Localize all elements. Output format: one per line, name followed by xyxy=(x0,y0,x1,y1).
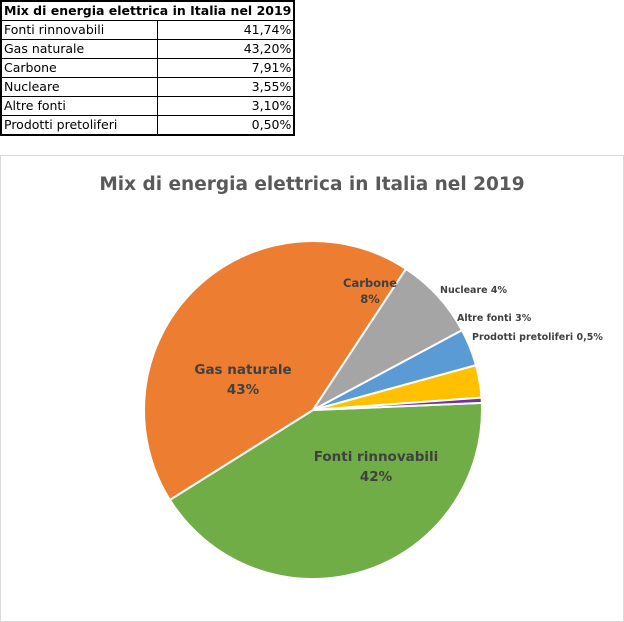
chart-title[interactable]: Mix di energia elettrica in Italia nel 2… xyxy=(99,174,525,195)
data-label-percent: 0,5% xyxy=(577,332,604,343)
data-label-name[interactable]: Carbone xyxy=(343,276,397,290)
chart-area[interactable]: Mix di energia elettrica in Italia nel 2… xyxy=(0,155,624,622)
table-cell-category[interactable]: Fonti rinnovabili xyxy=(0,20,159,40)
data-label-name: Altre fonti xyxy=(457,313,512,324)
data-label-name: Nucleare xyxy=(440,285,488,296)
table-cell-category[interactable]: Prodotti pretoliferi xyxy=(0,115,159,136)
table-cell-value[interactable]: 7,91% xyxy=(157,58,296,78)
data-label-percent: 4% xyxy=(491,285,508,296)
pie-slice[interactable] xyxy=(312,396,483,411)
table-cell-category[interactable]: Gas naturale xyxy=(0,39,159,59)
pie-slice[interactable] xyxy=(168,401,483,580)
table-row: Prodotti pretoliferi 0,50% xyxy=(0,115,296,136)
table-cell-value[interactable]: 0,50% xyxy=(157,115,296,136)
data-label[interactable]: Nucleare 4% xyxy=(440,285,508,296)
table-row: Nucleare 3,55% xyxy=(0,77,296,97)
table-row: Carbone 7,91% xyxy=(0,58,296,78)
table-cell-value[interactable]: 43,20% xyxy=(157,39,296,59)
table-cell-category[interactable]: Nucleare xyxy=(0,77,159,97)
table-title[interactable]: Mix di energia elettrica in Italia nel 2… xyxy=(0,0,296,21)
data-label-name[interactable]: Fonti rinnovabili xyxy=(314,449,439,465)
table-cell-value[interactable]: 3,55% xyxy=(157,77,296,97)
table-cell-value[interactable]: 3,10% xyxy=(157,96,296,116)
data-table: Mix di energia elettrica in Italia nel 2… xyxy=(0,0,296,136)
table-row: Fonti rinnovabili 41,74% xyxy=(0,20,296,40)
table-cell-category[interactable]: Altre fonti xyxy=(0,96,159,116)
table-row: Altre fonti 3,10% xyxy=(0,96,296,116)
data-label-name[interactable]: Gas naturale xyxy=(194,362,291,378)
data-label-name: Prodotti pretoliferi xyxy=(472,332,573,343)
table-cell-value[interactable]: 41,74% xyxy=(157,20,296,40)
table-cell-category[interactable]: Carbone xyxy=(0,58,159,78)
data-label-percent: 3% xyxy=(515,313,532,324)
table-row: Gas naturale 43,20% xyxy=(0,39,296,59)
data-label-percent[interactable]: 43% xyxy=(227,382,260,398)
pie-chart[interactable]: Fonti rinnovabili 42% Gas naturale 43% Carbo… xyxy=(1,156,623,621)
pie-slice[interactable] xyxy=(142,240,408,502)
data-label-percent[interactable]: 42% xyxy=(360,469,393,485)
data-label-percent[interactable]: 8% xyxy=(360,292,380,306)
table-title-row: Mix di energia elettrica in Italia nel 2… xyxy=(0,0,296,21)
data-label[interactable]: Prodotti pretoliferi 0,5% xyxy=(472,332,603,343)
data-label[interactable]: Altre fonti 3% xyxy=(457,313,532,324)
